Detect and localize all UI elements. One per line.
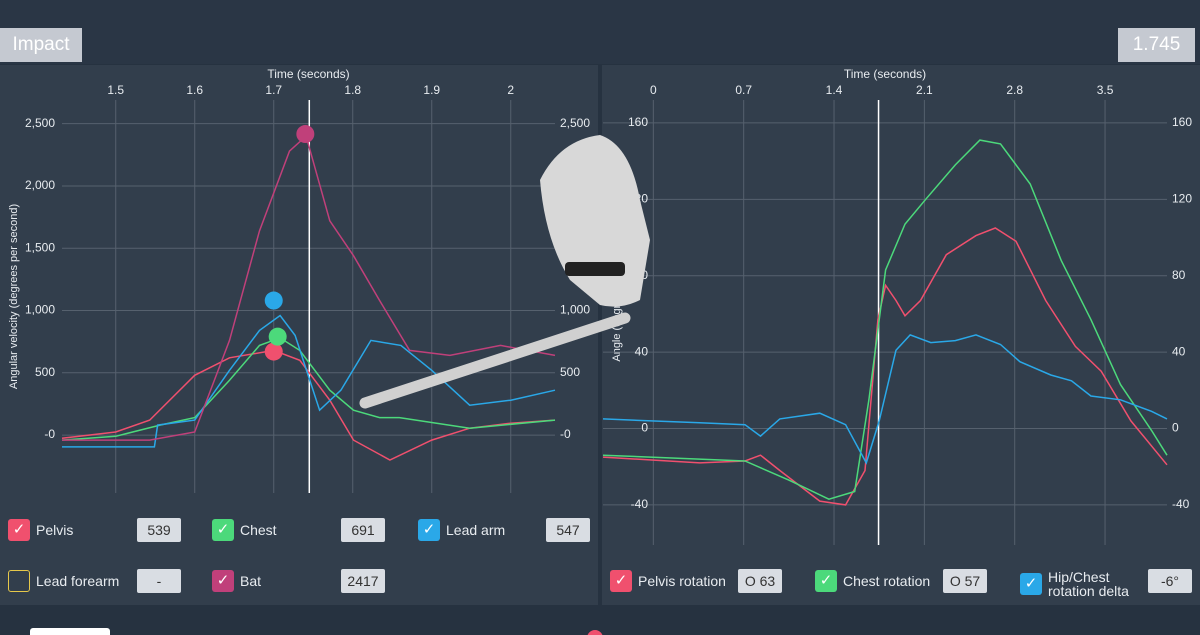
legend-item: ✓ Pelvis rotation (610, 570, 728, 592)
legend-item: ✓ Pelvis (8, 519, 127, 541)
x-tick-label: 2 (507, 83, 514, 97)
header-bar (0, 0, 1200, 64)
legend-item: ✓ Bat (212, 570, 331, 592)
x-tick-label: 1.9 (423, 83, 440, 97)
legend-label: Chest rotation (843, 573, 931, 589)
y-tick-label: 1,500 (25, 240, 55, 254)
checkbox[interactable]: ✓ (212, 519, 234, 541)
readout: 539 (137, 518, 181, 542)
legend-label: Hip/Chest rotation delta (1048, 569, 1129, 599)
y-tick-label: 2,500 (25, 116, 55, 130)
series-line (61, 349, 556, 461)
series-line (602, 139, 1168, 501)
y2-tick-label: -40 (1172, 497, 1190, 511)
panel (602, 65, 1200, 605)
y-tick-label: 2,000 (25, 178, 55, 192)
y2-tick-label: 120 (1172, 191, 1192, 205)
series-line (62, 314, 556, 448)
x-tick-label: 1.4 (826, 83, 843, 97)
readout: 2417 (341, 569, 385, 593)
checkbox[interactable] (8, 570, 30, 592)
x-tick-label: 0 (650, 83, 657, 97)
series-line (602, 227, 1168, 506)
y2-tick-label: 1,000 (560, 303, 590, 317)
y2-tick-label: 500 (560, 365, 580, 379)
y-tick-label: 0 (641, 421, 648, 435)
x-tick-label: 2.8 (1006, 83, 1023, 97)
checkbox[interactable]: ✓ (815, 570, 837, 592)
legend-label: Pelvis (36, 522, 74, 538)
readout: 547 (546, 518, 590, 542)
legend-item: ✓ Chest rotation (815, 570, 933, 592)
x-tick-label: 1.5 (107, 83, 124, 97)
series-line (62, 134, 556, 441)
peak-marker (264, 291, 283, 310)
readout: -6° (1148, 569, 1192, 593)
panel (0, 65, 598, 605)
legend-label: Lead arm (446, 522, 506, 538)
indicator (587, 630, 603, 635)
y2-tick-label: 160 (1172, 115, 1192, 129)
x-tick-label: 2.1 (916, 83, 933, 97)
time-readout: 1.745 (1118, 28, 1195, 62)
y-tick-label: 160 (628, 115, 648, 129)
y-tick-label: 40 (635, 344, 649, 358)
peak-marker (268, 327, 287, 346)
x-tick-label: 1.7 (265, 83, 282, 97)
x-tick-label: 1.6 (186, 83, 203, 97)
y-tick-label: -40 (631, 497, 649, 511)
series-line (602, 334, 1168, 465)
legend-label: Chest (240, 522, 277, 538)
checkbox[interactable]: ✓ (610, 570, 632, 592)
peak-marker (296, 125, 315, 144)
legend-label: Pelvis rotation (638, 573, 726, 589)
y-axis-title: Angular velocity (degrees per second) (8, 204, 20, 389)
y-tick-label: 1,000 (25, 303, 55, 317)
legend-item: ✓ Hip/Chest rotation delta (1020, 570, 1138, 598)
legend-item: ✓ Lead arm (418, 519, 536, 541)
checkbox[interactable]: ✓ (418, 519, 440, 541)
x-axis-title: Time (seconds) (844, 67, 926, 81)
x-tick-label: 1.8 (344, 83, 361, 97)
checkbox[interactable]: ✓ (8, 519, 30, 541)
x-tick-label: 0.7 (735, 83, 752, 97)
legend-label: Bat (240, 573, 262, 589)
x-tick-label: 3.5 (1097, 83, 1114, 97)
y-tick-label: -0 (44, 427, 55, 441)
y2-tick-label: 2,500 (560, 116, 590, 130)
bottom-button[interactable] (30, 628, 110, 635)
readout: 691 (341, 518, 385, 542)
readout: O 57 (943, 569, 987, 593)
legend-item: Lead forearm (8, 570, 127, 592)
y-tick-label: 500 (35, 365, 55, 379)
legend-label: Lead forearm (36, 573, 120, 589)
model-figure (359, 135, 650, 409)
checkbox[interactable]: ✓ (212, 570, 234, 592)
event-label: Impact (0, 28, 82, 62)
y2-tick-label: 0 (1172, 421, 1179, 435)
y2-tick-label: -0 (560, 427, 571, 441)
readout: O 63 (738, 569, 782, 593)
peak-marker (264, 342, 283, 361)
x-axis-title: Time (seconds) (267, 67, 349, 81)
y2-tick-label: 80 (1172, 268, 1186, 282)
y2-tick-label: 40 (1172, 344, 1186, 358)
legend-item: ✓ Chest (212, 519, 331, 541)
checkbox[interactable]: ✓ (1020, 573, 1042, 595)
readout: - (137, 569, 181, 593)
